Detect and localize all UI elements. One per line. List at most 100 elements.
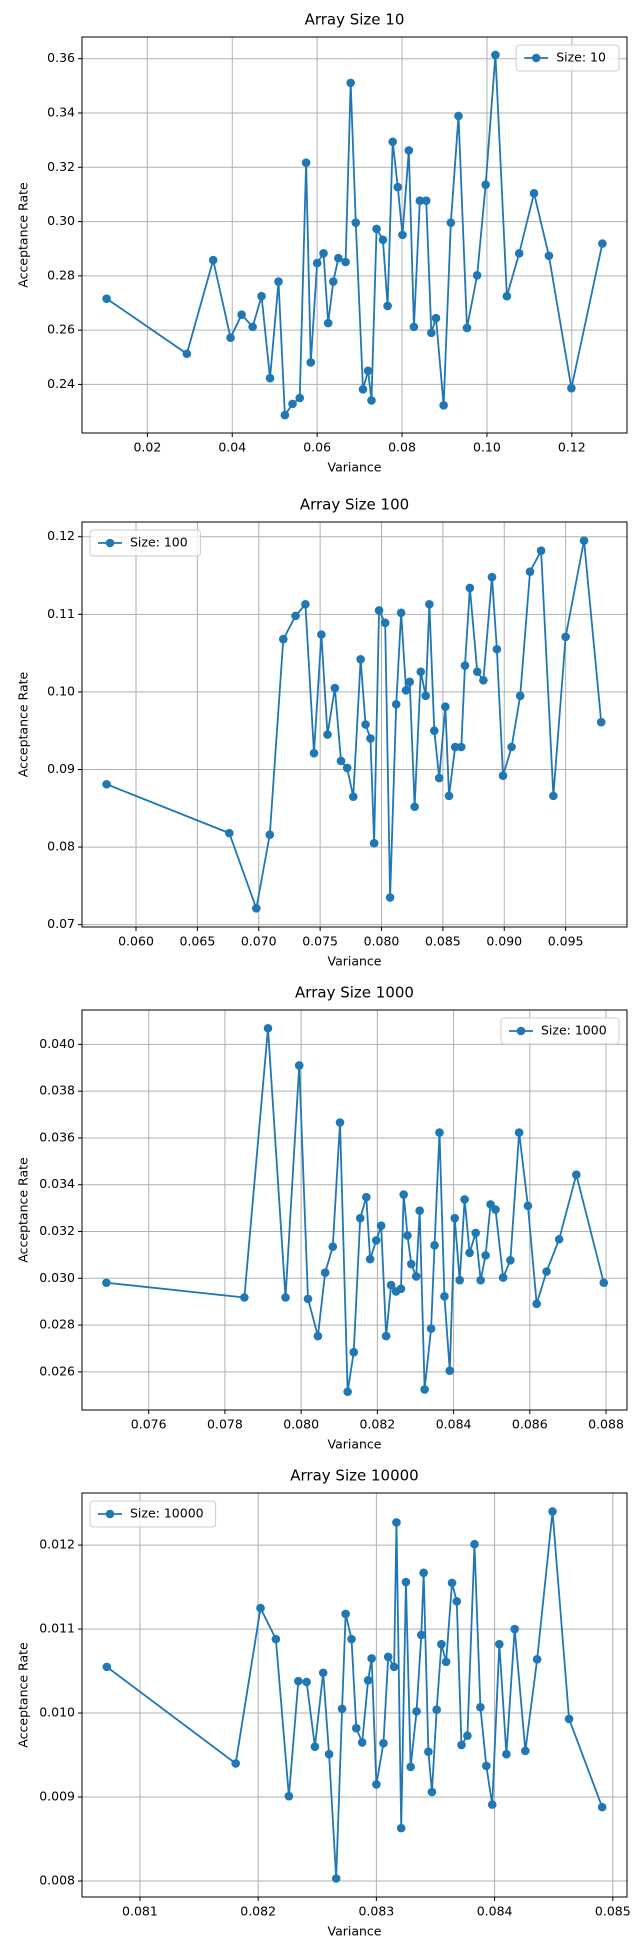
point xyxy=(446,218,456,227)
point xyxy=(506,1255,515,1265)
y-tick-label: 0.11 xyxy=(47,606,75,621)
point xyxy=(572,1170,581,1179)
point xyxy=(102,779,111,789)
point xyxy=(365,1254,375,1264)
point xyxy=(226,333,235,343)
point xyxy=(498,1273,508,1282)
point xyxy=(456,742,466,752)
point xyxy=(102,294,111,303)
point xyxy=(319,249,328,258)
y-tick-label: 0.28 xyxy=(47,267,75,282)
point xyxy=(427,328,436,338)
point xyxy=(388,137,398,147)
point xyxy=(447,1578,457,1588)
x-tick-label: 0.085 xyxy=(425,934,461,949)
y-tick-label: 0.040 xyxy=(39,1036,75,1051)
point xyxy=(561,632,570,642)
point xyxy=(399,1190,408,1199)
y-tick-label: 0.34 xyxy=(47,104,75,119)
point xyxy=(330,683,340,693)
point xyxy=(240,1293,249,1302)
point xyxy=(313,1331,323,1341)
point xyxy=(312,258,322,268)
legend-box xyxy=(89,529,201,557)
point xyxy=(521,1746,530,1756)
point xyxy=(335,1118,345,1127)
y-tick-label: 0.32 xyxy=(47,159,75,174)
point xyxy=(346,78,355,88)
point xyxy=(411,1272,421,1281)
y-tick-label: 0.038 xyxy=(39,1083,75,1098)
point xyxy=(252,904,261,913)
point xyxy=(481,1251,490,1260)
y-tick-label: 0.028 xyxy=(39,1317,75,1332)
point xyxy=(432,1705,441,1714)
point xyxy=(431,313,441,323)
x-tick-label: 0.084 xyxy=(477,1904,513,1919)
point xyxy=(367,1654,376,1663)
point xyxy=(348,792,358,801)
axes-frame xyxy=(81,1009,628,1411)
point xyxy=(439,401,448,410)
x-tick-label: 0.084 xyxy=(436,1417,472,1432)
point xyxy=(361,720,370,729)
point xyxy=(237,310,246,319)
point xyxy=(256,1603,265,1613)
point xyxy=(309,748,319,758)
point xyxy=(336,756,346,766)
point xyxy=(596,717,606,727)
y-axis-label: Acceptance Rate xyxy=(16,1642,31,1748)
point xyxy=(257,291,266,301)
legend-label: Size: 100 xyxy=(130,535,188,550)
point xyxy=(341,257,350,267)
x-tick-label: 0.12 xyxy=(558,440,586,455)
point xyxy=(598,239,607,248)
legend-marker xyxy=(531,53,541,63)
x-tick-label: 0.095 xyxy=(548,934,584,949)
point xyxy=(208,255,218,265)
point xyxy=(542,1267,551,1276)
x-tick-label: 0.081 xyxy=(122,1904,158,1919)
point xyxy=(231,1759,240,1768)
y-tick-label: 0.09 xyxy=(47,761,75,776)
x-tick-label: 0.086 xyxy=(512,1417,548,1432)
point xyxy=(532,1655,542,1664)
point xyxy=(351,1723,361,1733)
point xyxy=(460,661,470,670)
y-tick-label: 0.010 xyxy=(39,1705,75,1720)
point xyxy=(523,1201,533,1211)
y-tick-label: 0.012 xyxy=(39,1537,75,1552)
point xyxy=(515,691,525,701)
point xyxy=(498,771,508,781)
point xyxy=(317,630,326,639)
point xyxy=(320,1268,330,1277)
point xyxy=(482,1761,491,1771)
point xyxy=(182,349,192,359)
point xyxy=(343,1387,352,1397)
point xyxy=(492,644,502,654)
legend-label: Size: 10000 xyxy=(130,1506,204,1521)
y-tick-label: 0.011 xyxy=(39,1621,75,1636)
point xyxy=(420,1385,429,1394)
point xyxy=(379,1738,388,1748)
x-tick-label: 0.088 xyxy=(588,1417,624,1432)
point xyxy=(465,583,475,593)
point xyxy=(416,667,426,677)
point xyxy=(549,791,558,801)
legend-box xyxy=(89,1500,217,1528)
chart-title: Array Size 10 xyxy=(305,11,405,29)
x-tick-label: 0.08 xyxy=(388,440,416,455)
x-axis-label: Variance xyxy=(328,1437,382,1452)
point xyxy=(380,618,390,628)
point xyxy=(281,1293,290,1302)
point xyxy=(445,1366,455,1376)
x-tick-label: 0.065 xyxy=(179,934,215,949)
point xyxy=(427,1787,437,1797)
point xyxy=(102,1278,111,1288)
point xyxy=(510,1624,519,1634)
y-tick-label: 0.10 xyxy=(47,683,75,698)
point xyxy=(416,1630,426,1640)
point xyxy=(324,1749,334,1759)
